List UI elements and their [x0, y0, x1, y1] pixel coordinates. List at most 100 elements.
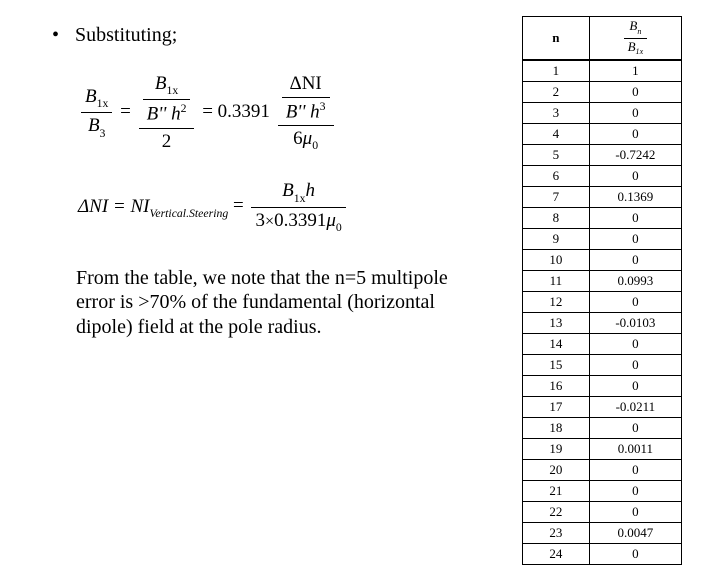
- eq2-eq-sign: =: [233, 196, 248, 217]
- table-row: 70.1369: [523, 187, 682, 208]
- table-row: 160: [523, 376, 682, 397]
- cell-n: 13: [523, 313, 590, 334]
- cell-value: -0.0103: [589, 313, 681, 334]
- table-row: 60: [523, 166, 682, 187]
- cell-value: 0.0993: [589, 271, 681, 292]
- table-row: 20: [523, 82, 682, 103]
- cell-value: 0: [589, 292, 681, 313]
- eq1-eqsign-1: =: [120, 101, 135, 122]
- cell-n: 18: [523, 418, 590, 439]
- cell-value: -0.7242: [589, 145, 681, 166]
- cell-n: 10: [523, 250, 590, 271]
- cell-value: 0: [589, 418, 681, 439]
- bullet-line: • Substituting;: [52, 24, 472, 47]
- eq1-lhs-frac: B1x B3: [81, 86, 112, 140]
- table-row: 120: [523, 292, 682, 313]
- table-row: 13-0.0103: [523, 313, 682, 334]
- cell-n: 3: [523, 103, 590, 124]
- cell-value: 0: [589, 250, 681, 271]
- bullet-marker: •: [52, 24, 70, 47]
- cell-value: 0: [589, 544, 681, 565]
- table-row: 80: [523, 208, 682, 229]
- cell-value: 0: [589, 376, 681, 397]
- table-header-row: n Bn B1x: [523, 17, 682, 61]
- eq2-rhs-frac: B1xh 3×0.3391μ0: [251, 180, 345, 234]
- cell-value: 0: [589, 82, 681, 103]
- paragraph: From the table, we note that the n=5 mul…: [76, 266, 456, 339]
- cell-n: 15: [523, 355, 590, 376]
- table-row: 180: [523, 418, 682, 439]
- eq1-lhs-num-B: B: [85, 86, 97, 107]
- cell-n: 11: [523, 271, 590, 292]
- eq2-den-3: 3: [255, 210, 265, 231]
- th-ratio-den-B: B: [628, 39, 636, 54]
- cell-n: 8: [523, 208, 590, 229]
- bullet-text: Substituting;: [75, 24, 177, 46]
- table-body: 112030405-0.72426070.13698090100110.0993…: [523, 60, 682, 565]
- cell-n: 1: [523, 60, 590, 82]
- th-ratio: Bn B1x: [589, 17, 681, 61]
- eq1-mid-den-left: B'' h: [147, 104, 181, 125]
- table-row: 240: [523, 544, 682, 565]
- table-row: 110.0993: [523, 271, 682, 292]
- cell-value: 0: [589, 460, 681, 481]
- cell-n: 16: [523, 376, 590, 397]
- cell-value: 0: [589, 229, 681, 250]
- eq2-den-musub: 0: [336, 221, 342, 234]
- slide-page: • Substituting; B1x B3 = B1x B'' h2: [0, 0, 720, 540]
- cell-n: 22: [523, 502, 590, 523]
- table-row: 40: [523, 124, 682, 145]
- th-ratio-den-sub: 1x: [636, 47, 644, 56]
- cell-value: 0: [589, 502, 681, 523]
- cell-n: 7: [523, 187, 590, 208]
- eq1-rhs-den-mu: μ: [303, 128, 313, 149]
- formulas-block: B1x B3 = B1x B'' h2 2 = 0.3391: [78, 73, 472, 234]
- eq2-den-times: ×: [265, 213, 274, 230]
- cell-value: 0: [589, 103, 681, 124]
- table-row: 11: [523, 60, 682, 82]
- eq1-mid-num-sub: 1x: [166, 84, 178, 97]
- cell-value: 0.1369: [589, 187, 681, 208]
- cell-n: 2: [523, 82, 590, 103]
- table-row: 100: [523, 250, 682, 271]
- cell-n: 6: [523, 166, 590, 187]
- equation-2: ΔNI = NIVertical.Steering = B1xh 3×0.339…: [78, 180, 472, 234]
- cell-n: 4: [523, 124, 590, 145]
- eq2-den-coef: 0.3391: [274, 210, 326, 231]
- cell-n: 5: [523, 145, 590, 166]
- eq1-lhs-num-sub: 1x: [97, 97, 109, 110]
- cell-value: -0.0211: [589, 397, 681, 418]
- cell-n: 20: [523, 460, 590, 481]
- eq1-lhs-den-B: B: [88, 115, 100, 136]
- eq1-rhs-den-sup: 3: [320, 100, 326, 113]
- eq1-mid-num-B: B: [155, 73, 167, 94]
- table-row: 210: [523, 481, 682, 502]
- table-row: 90: [523, 229, 682, 250]
- table-row: 30: [523, 103, 682, 124]
- eq1-lhs-den-sub: 3: [100, 127, 106, 140]
- table-row: 17-0.0211: [523, 397, 682, 418]
- cell-n: 23: [523, 523, 590, 544]
- eq2-lhs: ΔNI = NIVertical.Steering: [78, 196, 233, 217]
- table-row: 220: [523, 502, 682, 523]
- table-row: 150: [523, 355, 682, 376]
- table-row: 200: [523, 460, 682, 481]
- eq1-rhs-den-musub: 0: [312, 139, 318, 152]
- cell-value: 0: [589, 355, 681, 376]
- eq2-num-sub: 1x: [294, 192, 306, 205]
- left-column: • Substituting; B1x B3 = B1x B'' h2: [52, 24, 472, 339]
- th-ratio-num-sub: n: [637, 27, 641, 36]
- eq1-rhs-den-outer-num: 6: [293, 128, 303, 149]
- cell-value: 0: [589, 124, 681, 145]
- th-n: n: [523, 17, 590, 61]
- table-row: 230.0047: [523, 523, 682, 544]
- eq2-lhs-sub: Vertical.Steering: [149, 207, 228, 220]
- table-row: 5-0.7242: [523, 145, 682, 166]
- eq1-rhs-frac: ΔNI B'' h3 6μ0: [278, 73, 334, 152]
- cell-n: 9: [523, 229, 590, 250]
- eq1-mid-den-outer: 2: [139, 129, 195, 153]
- cell-value: 0.0047: [589, 523, 681, 544]
- eq1-mid-den-sup: 2: [181, 102, 187, 115]
- cell-n: 12: [523, 292, 590, 313]
- cell-value: 0: [589, 166, 681, 187]
